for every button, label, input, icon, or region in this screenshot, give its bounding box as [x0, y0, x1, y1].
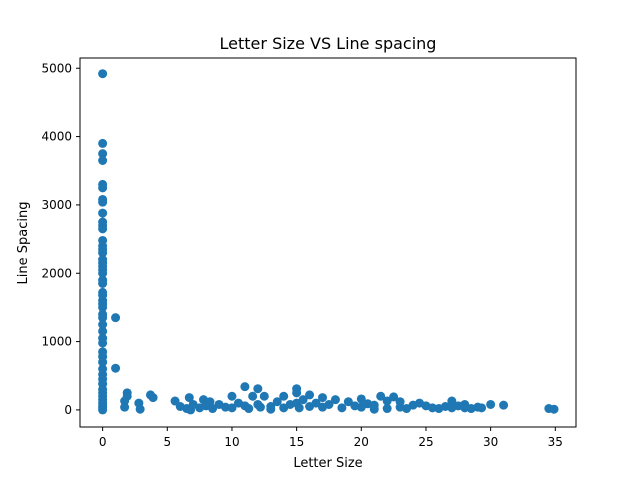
- data-point: [205, 397, 215, 407]
- data-point: [356, 394, 366, 404]
- data-point: [98, 183, 108, 193]
- data-point: [292, 388, 302, 398]
- data-point: [98, 156, 108, 165]
- data-point: [98, 357, 108, 367]
- plot-area-frame: [79, 57, 577, 428]
- data-point: [122, 391, 132, 401]
- x-tick-label: 0: [99, 435, 107, 449]
- data-point: [266, 404, 276, 414]
- data-point: [240, 382, 250, 392]
- y-tick-label: 2000: [41, 266, 72, 280]
- data-point: [279, 391, 289, 401]
- data-point: [98, 208, 108, 218]
- data-point: [477, 403, 487, 413]
- data-point: [395, 397, 405, 407]
- data-point: [111, 313, 121, 323]
- data-point: [447, 396, 457, 406]
- data-point: [227, 403, 237, 413]
- data-point: [98, 248, 108, 258]
- data-point: [98, 338, 108, 348]
- x-axis-label: Letter Size: [293, 456, 362, 471]
- data-point: [135, 404, 145, 414]
- scatter-points: [98, 69, 559, 415]
- data-point: [549, 404, 559, 414]
- x-tick-label: 25: [418, 435, 433, 449]
- y-tick-label: 0: [64, 403, 72, 417]
- data-point: [98, 279, 108, 288]
- data-point: [337, 403, 347, 413]
- data-point: [369, 404, 379, 414]
- data-point: [324, 399, 334, 409]
- data-point: [255, 402, 265, 412]
- x-tick-label: 5: [163, 435, 171, 449]
- y-tick-label: 1000: [41, 335, 72, 349]
- data-point: [330, 395, 340, 405]
- y-axis-label: Line Spacing: [16, 202, 31, 285]
- data-point: [208, 404, 218, 414]
- x-tick-label: 30: [483, 435, 498, 449]
- y-tick-label: 4000: [41, 130, 72, 144]
- data-point: [389, 392, 399, 402]
- data-point: [184, 393, 194, 403]
- data-point: [244, 404, 254, 414]
- data-point: [343, 397, 353, 407]
- data-point: [98, 320, 108, 329]
- data-point: [98, 268, 108, 278]
- data-point: [111, 363, 121, 373]
- data-point: [253, 384, 263, 394]
- x-axis-ticks: 0 5 10 15 20 25 30 35: [99, 427, 563, 449]
- data-point: [98, 149, 108, 159]
- data-point: [148, 393, 158, 403]
- x-tick-label: 10: [224, 435, 239, 449]
- data-point: [294, 403, 304, 413]
- data-point: [98, 197, 108, 207]
- data-point: [376, 391, 386, 401]
- data-point: [305, 390, 315, 400]
- data-point: [259, 391, 269, 401]
- data-point: [311, 398, 321, 408]
- data-point: [98, 302, 108, 312]
- y-axis-ticks: 0 1000 2000 3000 4000 5000: [41, 61, 80, 417]
- data-point: [272, 397, 282, 407]
- data-point: [382, 404, 392, 414]
- data-point: [98, 138, 108, 148]
- data-point: [98, 326, 108, 336]
- data-point: [98, 224, 108, 234]
- data-point: [120, 402, 130, 412]
- data-point: [248, 391, 258, 401]
- data-point: [382, 396, 392, 406]
- y-tick-label: 3000: [41, 198, 72, 212]
- data-point: [486, 399, 496, 409]
- y-tick-label: 5000: [41, 61, 72, 75]
- x-tick-label: 15: [289, 435, 304, 449]
- data-point: [298, 395, 308, 405]
- data-point: [98, 405, 108, 415]
- x-tick-label: 35: [548, 435, 563, 449]
- x-tick-label: 20: [354, 435, 369, 449]
- chart-title: Letter Size VS Line spacing: [220, 34, 437, 53]
- data-point: [227, 391, 237, 401]
- data-point: [318, 393, 328, 403]
- data-point: [98, 69, 108, 79]
- data-point: [98, 313, 108, 323]
- data-point: [499, 400, 509, 410]
